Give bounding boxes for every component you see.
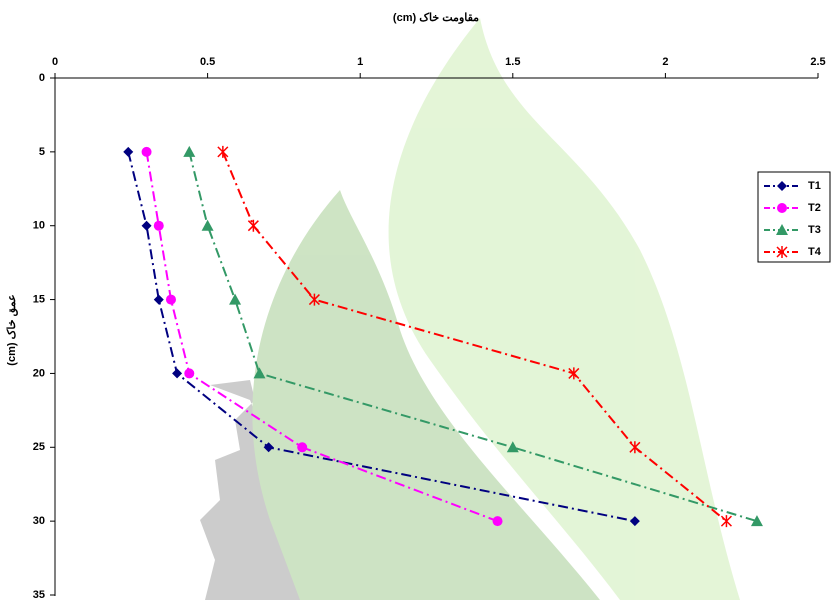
- marker: [184, 368, 194, 378]
- x-tick-label: 1.5: [505, 56, 520, 68]
- y-tick-label: 30: [33, 515, 45, 527]
- x-tick-label: 1: [357, 56, 363, 68]
- marker: [154, 295, 164, 305]
- y-tick-label: 35: [33, 589, 45, 600]
- legend-marker: [777, 203, 787, 213]
- legend-label: T3: [808, 224, 821, 236]
- marker: [142, 221, 152, 231]
- chart: مقاومت خاک (cm) عمق خاک (cm) 0 0.5 1 1.5 2 2.…: [0, 0, 832, 600]
- marker: [297, 442, 307, 452]
- x-tick-label: 0.5: [200, 56, 215, 68]
- y-tick-label: 10: [33, 220, 45, 232]
- y-tick-label: 0: [39, 72, 45, 84]
- x-axis-title: مقاومت خاک (cm): [393, 12, 479, 24]
- marker: [721, 515, 731, 527]
- y-tick-label: 5: [39, 146, 45, 158]
- y-tick-label: 15: [33, 293, 45, 305]
- marker: [229, 294, 241, 305]
- marker: [123, 147, 133, 157]
- y-tick-label: 25: [33, 441, 45, 453]
- marker: [172, 368, 182, 378]
- y-tick-label: 20: [33, 367, 45, 379]
- x-tick-label: 0: [52, 56, 58, 68]
- marker: [142, 147, 152, 157]
- marker: [202, 220, 214, 231]
- marker: [218, 146, 228, 158]
- legend-label: T1: [808, 180, 821, 192]
- legend-label: T4: [808, 246, 822, 258]
- marker: [493, 516, 503, 526]
- marker: [248, 220, 258, 232]
- y-axis-title: عمق خاک (cm): [6, 294, 18, 365]
- watermark: [200, 18, 740, 600]
- marker: [154, 221, 164, 231]
- legend-label: T2: [808, 202, 821, 214]
- marker: [166, 295, 176, 305]
- x-tick-label: 2: [662, 56, 668, 68]
- x-tick-label: 2.5: [810, 56, 825, 68]
- marker: [183, 146, 195, 157]
